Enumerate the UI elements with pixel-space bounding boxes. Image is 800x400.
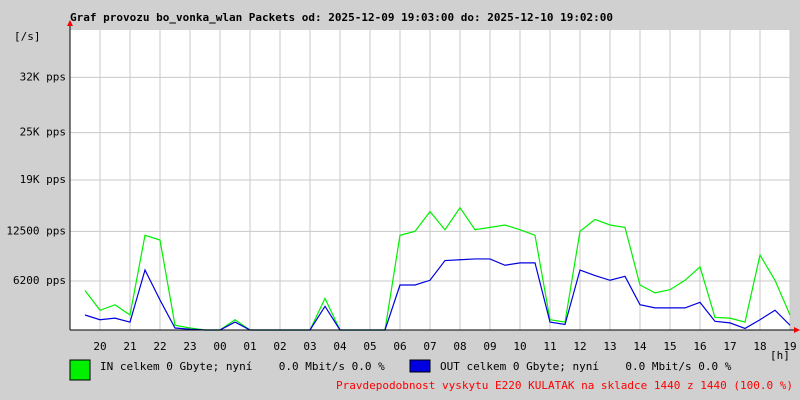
x-tick-label: 05 <box>363 340 376 353</box>
x-tick-label: 15 <box>663 340 676 353</box>
chart-title: Graf provozu bo_vonka_wlan Packets od: 2… <box>70 11 613 24</box>
x-tick-label: 21 <box>123 340 136 353</box>
y-arrow <box>67 20 73 26</box>
x-tick-label: 23 <box>183 340 196 353</box>
x-tick-label: 03 <box>303 340 316 353</box>
x-tick-label: 00 <box>213 340 226 353</box>
x-tick-label: 06 <box>393 340 406 353</box>
x-tick-label: 11 <box>543 340 556 353</box>
x-tick-label: 22 <box>153 340 166 353</box>
y-tick-label: 32K pps <box>20 70 66 83</box>
x-tick-label: 14 <box>633 340 647 353</box>
y-tick-label: 19K pps <box>20 173 66 186</box>
x-tick-label: 20 <box>93 340 106 353</box>
legend-out: OUT celkem 0 Gbyte; nyní 0.0 Mbit/s 0.0 … <box>440 360 732 373</box>
x-tick-label: 13 <box>603 340 616 353</box>
x-tick-label: 04 <box>333 340 347 353</box>
y-tick-label: 6200 pps <box>13 274 66 287</box>
note: Pravdepodobnost vyskytu E220 KULATAK na … <box>336 379 793 392</box>
x-tick-label: 02 <box>273 340 286 353</box>
x-tick-label: 10 <box>513 340 526 353</box>
legend-swatch-out <box>409 359 431 373</box>
y-tick-label: 25K pps <box>20 126 66 139</box>
y-unit: [/s] <box>14 30 41 43</box>
legend-swatch-in <box>69 359 91 381</box>
x-tick-label: 16 <box>693 340 706 353</box>
x-tick-label: 18 <box>753 340 766 353</box>
x-tick-label: 09 <box>483 340 496 353</box>
grid <box>70 30 791 330</box>
legend-in: IN celkem 0 Gbyte; nyní 0.0 Mbit/s 0.0 % <box>100 360 385 373</box>
x-tick-label: 17 <box>723 340 736 353</box>
x-tick-label: 08 <box>453 340 466 353</box>
x-tick-label: 19 <box>783 340 796 353</box>
y-tick-label: 12500 pps <box>6 224 66 237</box>
x-unit: [h] <box>770 349 790 362</box>
x-tick-label: 01 <box>243 340 256 353</box>
x-tick-label: 07 <box>423 340 436 353</box>
x-arrow <box>794 327 800 333</box>
x-tick-label: 12 <box>573 340 586 353</box>
